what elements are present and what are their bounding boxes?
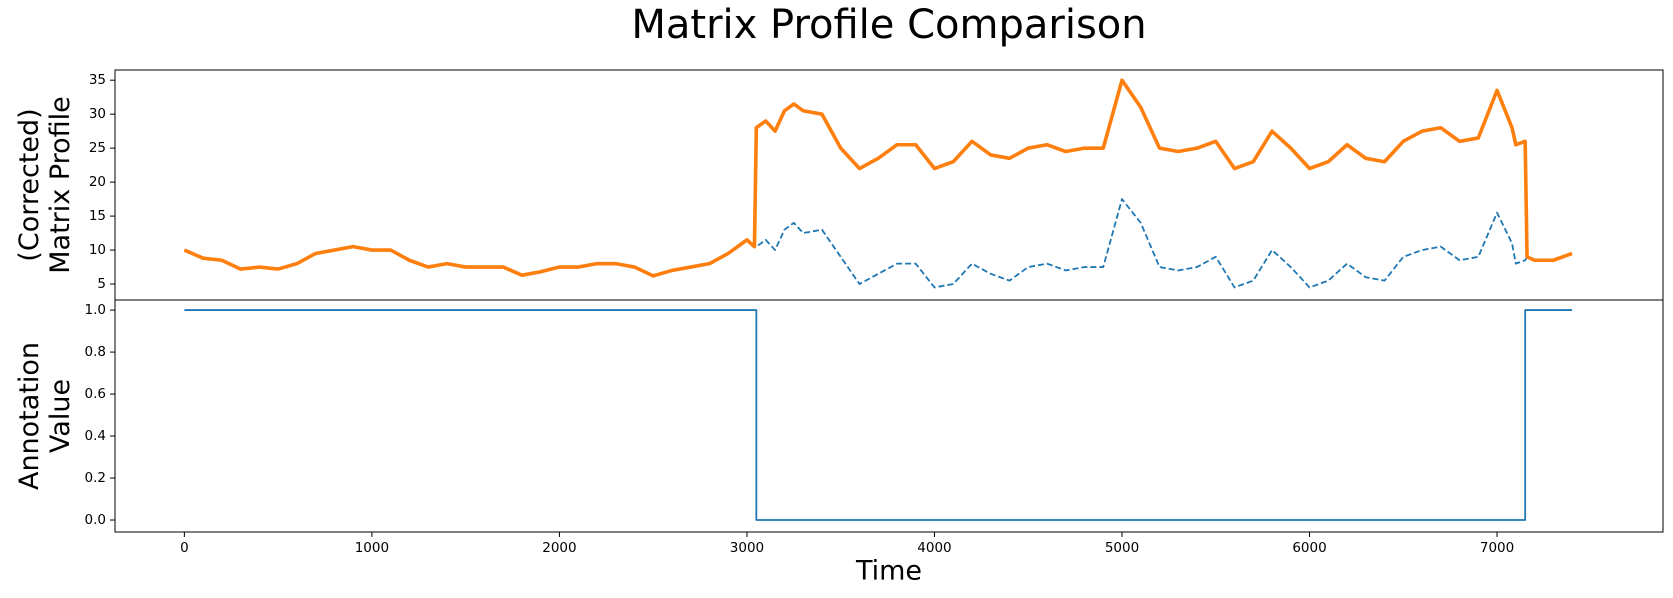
y-tick-label: 0.0 xyxy=(85,512,106,528)
x-tick-label: 3000 xyxy=(730,540,764,556)
plot-frame xyxy=(114,69,1664,301)
y-axis-label: Value xyxy=(45,379,76,453)
chart-title: Matrix Profile Comparison xyxy=(631,2,1146,48)
y-tick-label: 0.4 xyxy=(85,428,106,444)
data-line xyxy=(184,309,1573,521)
x-tick-label: 5000 xyxy=(1105,540,1139,556)
x-tick-label: 0 xyxy=(180,540,189,556)
x-axis-label: Time xyxy=(855,556,922,587)
x-tick-label: 6000 xyxy=(1292,540,1326,556)
y-tick-label: 20 xyxy=(89,174,106,190)
data-line xyxy=(184,198,1573,289)
y-tick-label: 0.6 xyxy=(85,386,106,402)
y-axis-label: Annotation xyxy=(14,342,45,490)
data-line xyxy=(183,78,1573,278)
y-tick-label: 35 xyxy=(89,72,106,88)
y-tick-label: 10 xyxy=(89,242,106,258)
y-axis-label: Matrix Profile xyxy=(45,96,76,274)
x-tick-label: 2000 xyxy=(542,540,576,556)
x-tick-label: 1000 xyxy=(355,540,389,556)
y-tick-label: 5 xyxy=(97,276,106,292)
plot-frame xyxy=(114,299,1664,533)
y-axis-label: (Corrected) xyxy=(14,108,45,261)
y-tick-label: 25 xyxy=(89,140,106,156)
y-tick-label: 0.8 xyxy=(85,344,106,360)
y-tick-label: 15 xyxy=(89,208,106,224)
y-tick-label: 0.2 xyxy=(85,470,106,486)
x-tick-label: 7000 xyxy=(1480,540,1514,556)
y-tick-label: 30 xyxy=(89,106,106,122)
x-tick-label: 4000 xyxy=(917,540,951,556)
y-tick-label: 1.0 xyxy=(85,302,106,318)
